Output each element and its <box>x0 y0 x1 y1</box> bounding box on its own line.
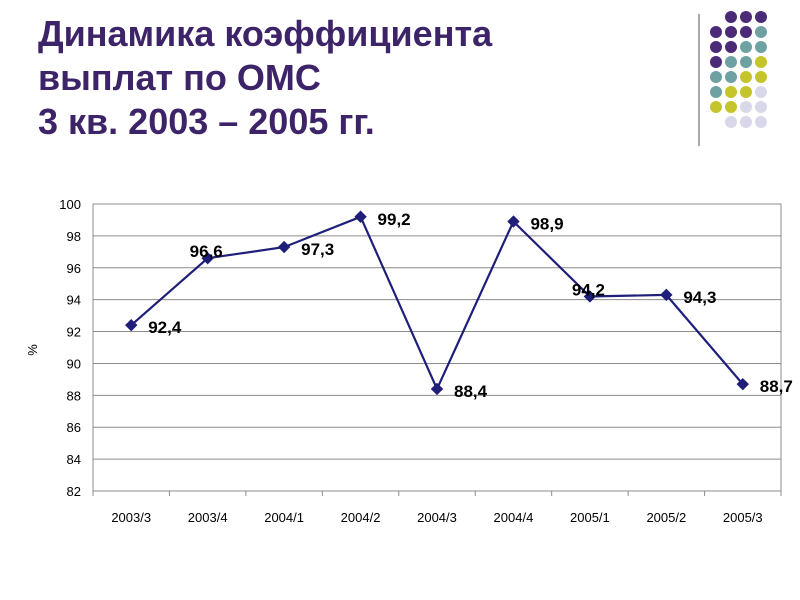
data-point-marker <box>430 382 444 396</box>
x-tick-label: 2004/4 <box>494 510 534 525</box>
x-tick-label: 2005/2 <box>646 510 686 525</box>
y-tick-label: 92 <box>67 325 81 340</box>
y-tick-label: 96 <box>67 261 81 276</box>
data-label: 94,3 <box>683 288 716 307</box>
data-label: 94,2 <box>572 280 605 299</box>
slide-title: Динамика коэффициента выплат по ОМС 3 кв… <box>38 12 492 144</box>
x-tick-label: 2003/4 <box>188 510 228 525</box>
y-axis-label: % <box>25 344 40 356</box>
title-divider-line <box>698 14 700 146</box>
y-tick-label: 100 <box>59 197 81 212</box>
slide-title-line-1: Динамика коэффициента <box>38 13 493 54</box>
slide-title-line-2: выплат по ОМС <box>38 57 321 98</box>
slide-title-line-3: 3 кв. 2003 – 2005 гг. <box>38 101 375 142</box>
data-point-marker <box>354 210 367 223</box>
x-tick-label: 2004/2 <box>341 510 381 525</box>
x-tick-label: 2005/3 <box>723 510 763 525</box>
data-label: 97,3 <box>301 240 334 259</box>
data-label: 96,6 <box>190 242 223 261</box>
y-tick-label: 94 <box>67 293 81 308</box>
data-label: 99,2 <box>378 210 411 229</box>
x-tick-label: 2004/1 <box>264 510 304 525</box>
y-tick-label: 90 <box>67 356 81 371</box>
data-label: 88,4 <box>454 382 488 401</box>
x-tick-label: 2004/3 <box>417 510 457 525</box>
y-tick-label: 88 <box>67 388 81 403</box>
data-point-marker <box>277 240 291 254</box>
y-tick-label: 86 <box>67 420 81 435</box>
data-label: 92,4 <box>148 318 182 337</box>
data-point-marker <box>736 377 749 391</box>
plot-area <box>92 203 782 492</box>
x-tick-label: 2003/3 <box>111 510 151 525</box>
y-tick-label: 84 <box>67 452 81 467</box>
data-point-marker <box>583 290 597 303</box>
data-point-marker <box>507 215 520 228</box>
data-point-marker <box>201 252 214 265</box>
x-tick-label: 2005/1 <box>570 510 610 525</box>
y-tick-label: 98 <box>67 229 81 244</box>
data-point-marker <box>660 288 673 302</box>
data-label: 98,9 <box>530 215 563 234</box>
y-tick-label: 82 <box>67 484 81 499</box>
data-label: 88,7 <box>760 377 793 396</box>
data-point-marker <box>125 318 138 332</box>
